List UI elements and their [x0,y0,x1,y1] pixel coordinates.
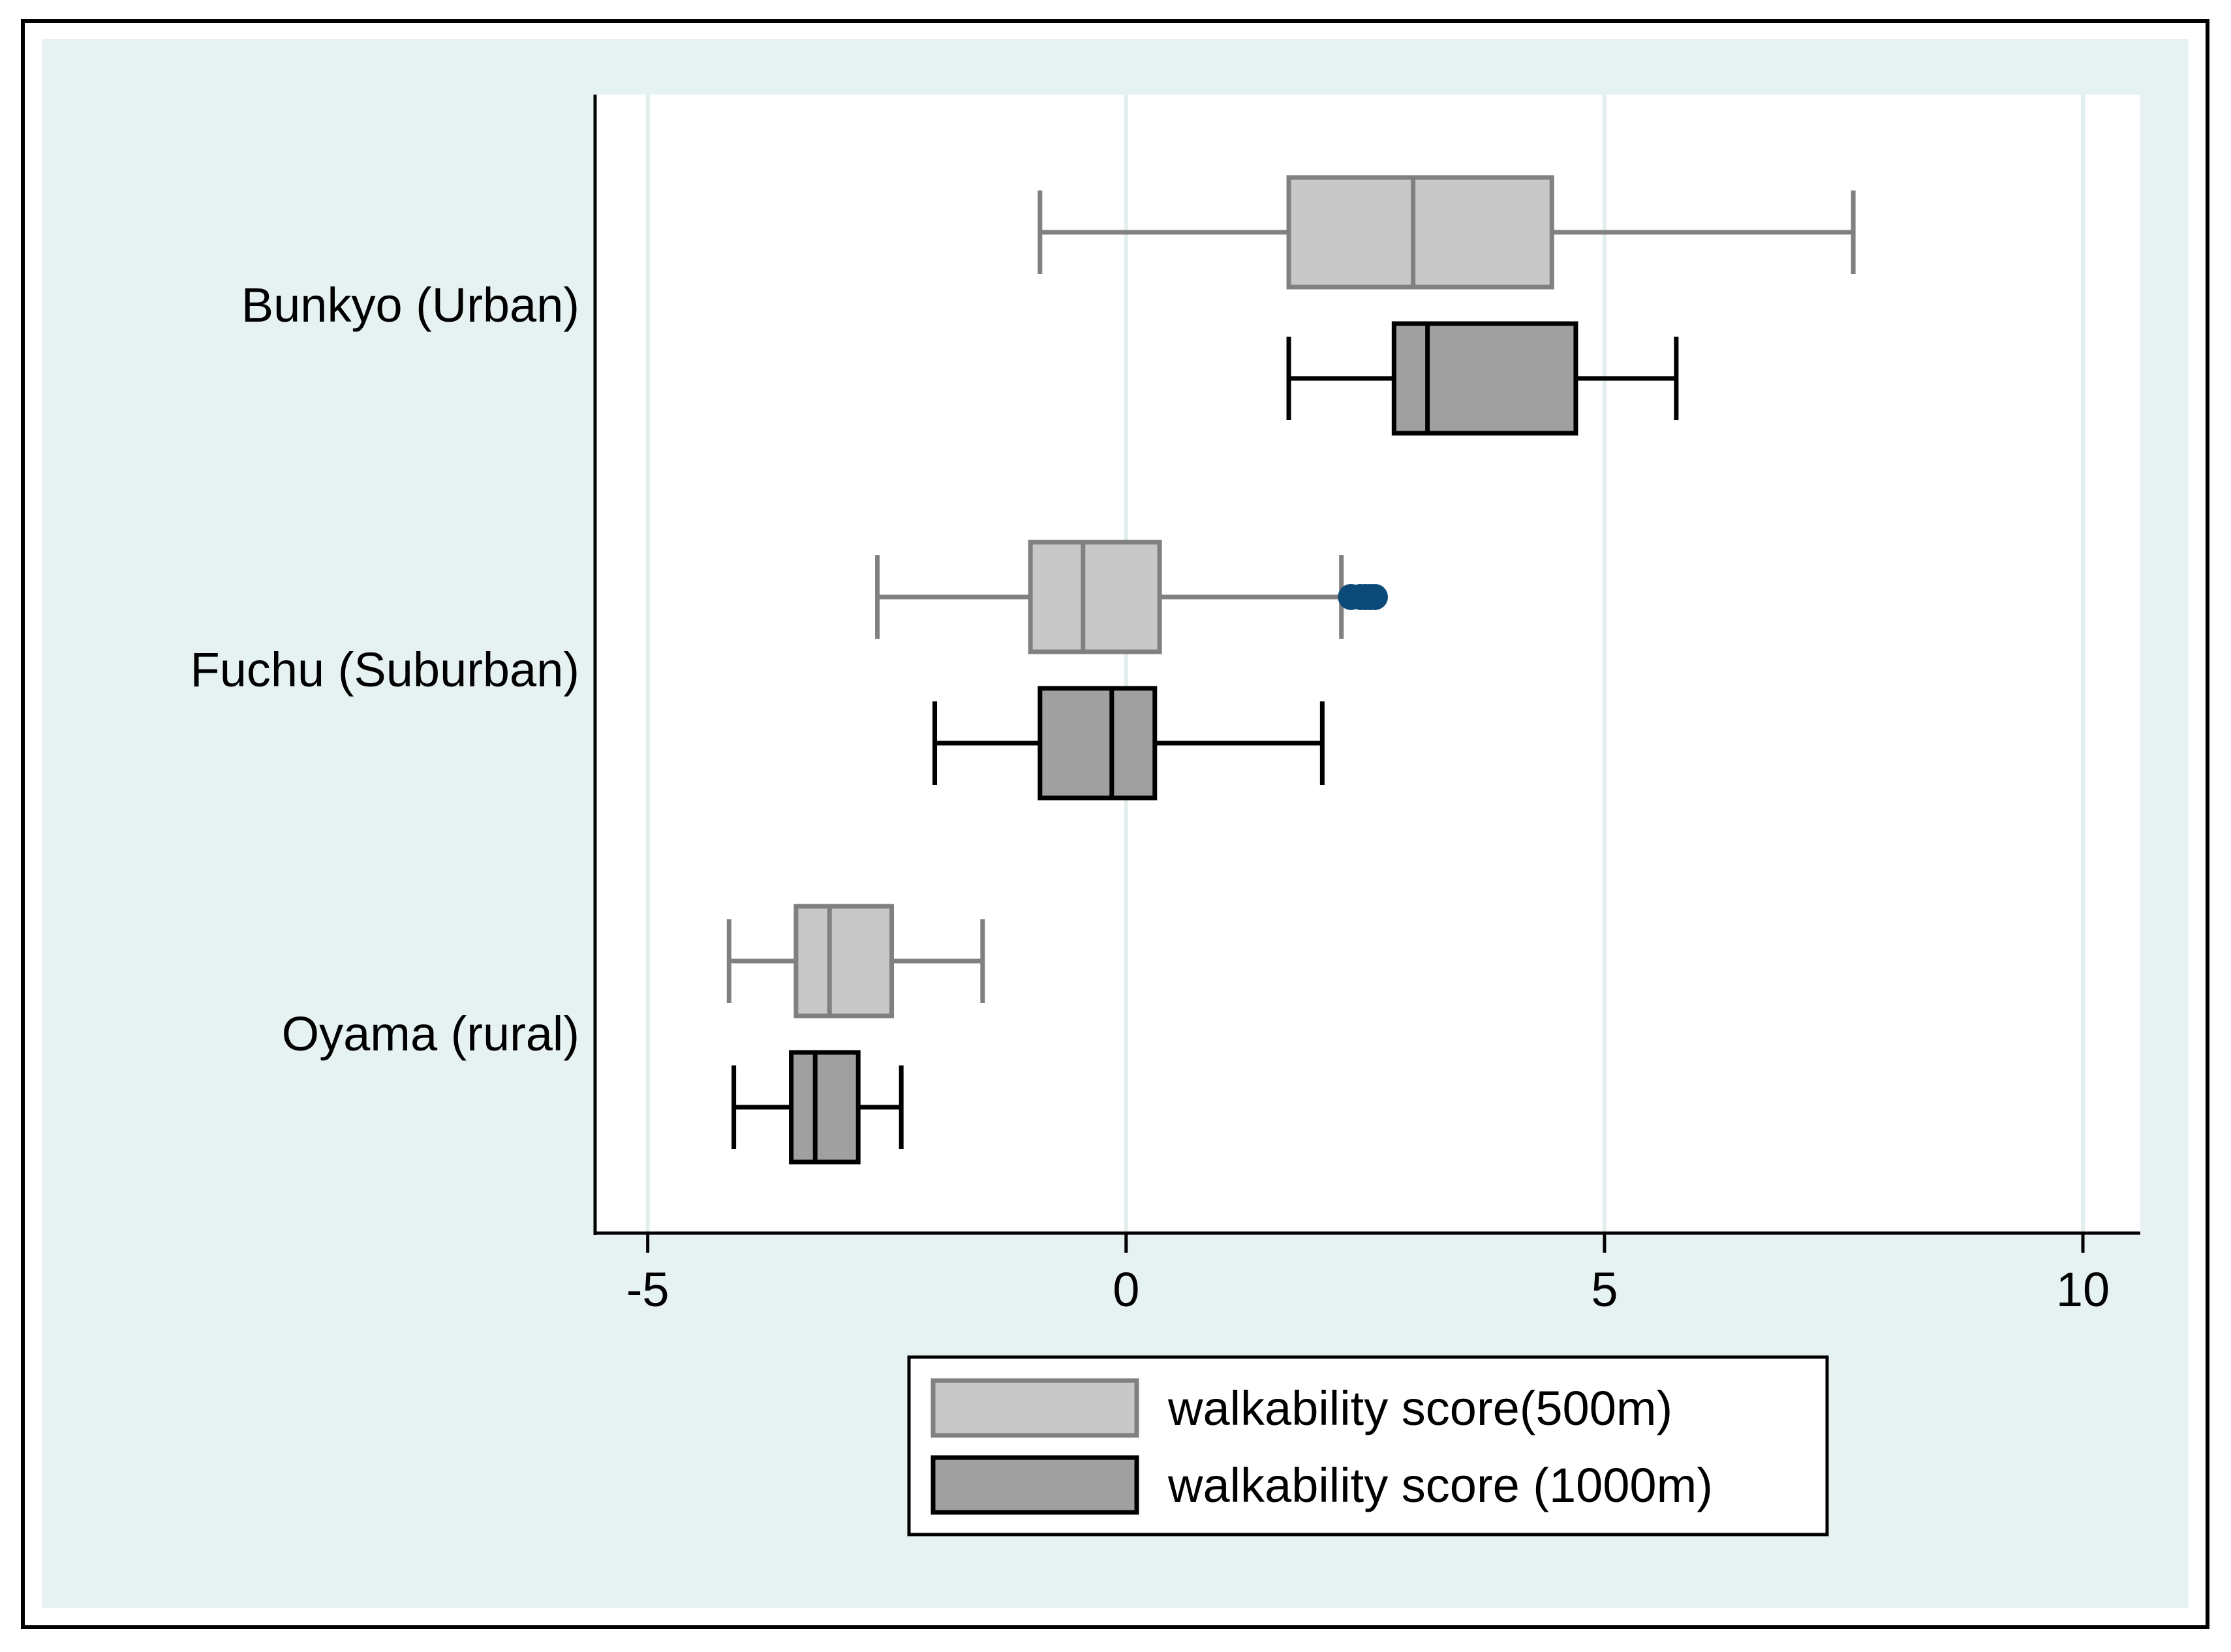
iqr-box [1286,175,1554,290]
x-tick-label-1: 0 [1113,1262,1139,1317]
legend-label-1: walkability score (1000m) [1167,1458,1713,1512]
x-tick-label-3: 10 [2056,1262,2110,1317]
x-tick-label-2: 5 [1591,1262,1618,1317]
box-series0-cat0 [1038,175,1856,290]
category-labels: Bunkyo (Urban) Fuchu (Suburban) Oyama (rur… [191,278,579,1061]
iqr-box [793,904,895,1018]
box-series1-cat2 [731,1050,904,1165]
box-series0-cat2 [726,904,985,1018]
category-label-0: Bunkyo (Urban) [241,278,579,332]
iqr-box [1391,321,1578,436]
legend-swatch-0 [931,1378,1139,1438]
gridlines [645,95,2085,1233]
category-label-1: Fuchu (Suburban) [191,643,579,697]
series-0 [726,175,1856,1018]
outlier-point-4 [1361,584,1388,610]
legend-swatch-1 [931,1455,1139,1515]
iqr-box [789,1050,861,1165]
box-series [726,175,1856,1165]
box-series1-cat0 [1286,321,1679,436]
x-tick-label-0: -5 [626,1262,669,1317]
series-1 [731,321,1679,1165]
box-series1-cat1 [932,686,1325,801]
axes: -5 0 5 10 [593,95,2140,1317]
iqr-box [1038,686,1158,801]
category-label-2: Oyama (rural) [282,1007,579,1061]
box-series0-cat1 [875,540,1388,654]
legend-label-0: walkability score(500m) [1167,1381,1672,1435]
legend: walkability score(500m) walkability score… [907,1355,1829,1537]
iqr-box [1028,540,1162,654]
